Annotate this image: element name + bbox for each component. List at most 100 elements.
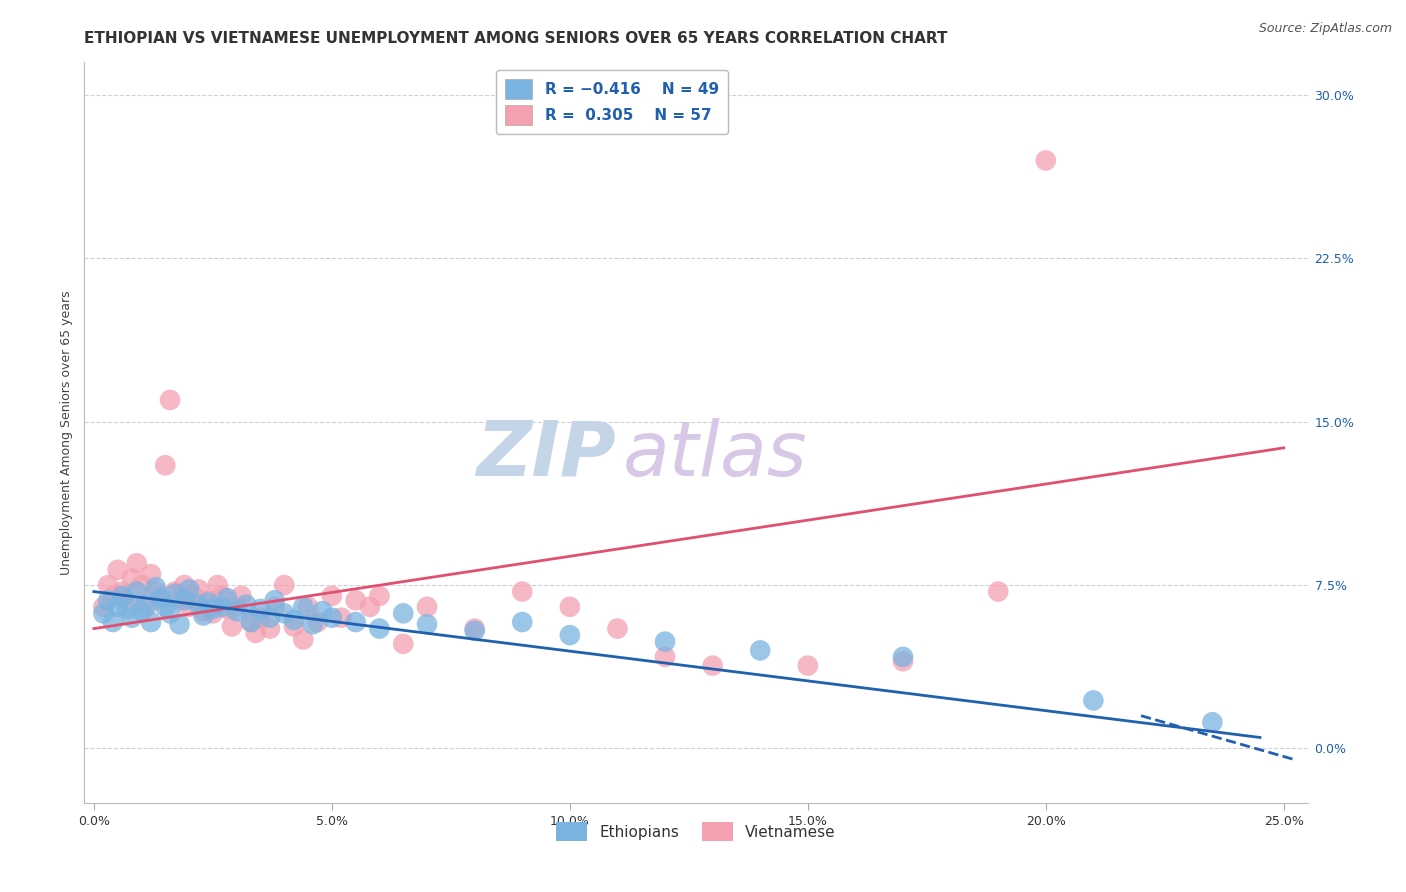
Point (225, 599, 247, 614)
Point (115, 602, 138, 616)
Point (891, 654, 914, 668)
Point (344, 593, 367, 607)
Point (239, 615, 262, 629)
Point (464, 624, 486, 638)
Point (283, 613, 305, 627)
Legend: Ethiopians, Vietnamese: Ethiopians, Vietnamese (550, 816, 842, 847)
Point (510, 584, 533, 599)
Point (93, 599, 115, 614)
Point (464, 622, 486, 636)
Point (245, 626, 267, 640)
Point (239, 615, 262, 629)
Point (211, 599, 233, 614)
Point (231, 589, 253, 603)
Point (330, 611, 353, 625)
Point (416, 599, 439, 614)
Point (145, 580, 167, 594)
Point (344, 615, 367, 629)
Point (235, 598, 257, 612)
Point (115, 593, 138, 607)
Point (101, 589, 124, 603)
Point (307, 615, 329, 629)
Point (217, 602, 239, 616)
Point (101, 615, 124, 629)
Point (297, 599, 319, 614)
Point (368, 589, 391, 603)
Point (121, 572, 143, 586)
Point (1035, 153, 1057, 168)
Point (183, 589, 205, 603)
Point (201, 607, 224, 621)
Point (139, 567, 162, 582)
Point (311, 604, 333, 618)
Point (987, 584, 1010, 599)
Point (121, 611, 143, 625)
Point (169, 593, 191, 607)
Text: Source: ZipAtlas.com: Source: ZipAtlas.com (1258, 22, 1392, 36)
Point (292, 599, 315, 614)
Point (292, 632, 315, 647)
Point (606, 622, 628, 636)
Point (139, 615, 162, 629)
Point (392, 607, 415, 621)
Point (249, 602, 271, 616)
Point (97, 578, 120, 592)
Point (197, 595, 219, 609)
Point (510, 615, 533, 629)
Point (702, 658, 724, 673)
Y-axis label: Unemployment Among Seniors over 65 years: Unemployment Among Seniors over 65 years (59, 290, 73, 575)
Point (177, 599, 200, 614)
Point (149, 591, 172, 606)
Point (211, 589, 233, 603)
Point (159, 392, 181, 407)
Point (107, 563, 129, 577)
Point (111, 584, 134, 599)
Point (368, 622, 391, 636)
Point (131, 578, 153, 592)
Point (654, 649, 676, 664)
Point (283, 619, 305, 633)
Point (1083, 693, 1105, 707)
Point (201, 602, 224, 616)
Point (159, 607, 181, 621)
Point (558, 628, 581, 642)
Point (155, 599, 177, 614)
Point (197, 593, 219, 607)
Point (301, 617, 323, 632)
Point (749, 643, 772, 657)
Point (145, 584, 167, 599)
Point (131, 604, 153, 618)
Point (155, 458, 177, 473)
Point (97, 593, 120, 607)
Point (217, 591, 239, 606)
Point (173, 593, 195, 607)
Point (654, 634, 676, 648)
Point (249, 611, 271, 625)
Point (169, 617, 191, 632)
Point (225, 604, 247, 618)
Point (359, 599, 381, 614)
Point (173, 578, 195, 592)
Point (193, 604, 215, 618)
Point (1201, 715, 1223, 730)
Point (125, 556, 148, 570)
Point (321, 589, 343, 603)
Point (93, 607, 115, 621)
Point (177, 582, 200, 597)
Point (125, 584, 148, 599)
Point (392, 637, 415, 651)
Point (193, 608, 215, 623)
Point (135, 598, 157, 612)
Point (111, 589, 134, 603)
Point (416, 617, 439, 632)
Point (259, 622, 281, 636)
Point (797, 658, 820, 673)
Point (149, 593, 172, 607)
Text: ETHIOPIAN VS VIETNAMESE UNEMPLOYMENT AMONG SENIORS OVER 65 YEARS CORRELATION CHA: ETHIOPIAN VS VIETNAMESE UNEMPLOYMENT AMO… (84, 31, 948, 46)
Point (259, 611, 281, 625)
Point (263, 599, 285, 614)
Text: atlas: atlas (623, 417, 807, 491)
Point (107, 599, 129, 614)
Point (187, 582, 209, 597)
Point (163, 587, 186, 601)
